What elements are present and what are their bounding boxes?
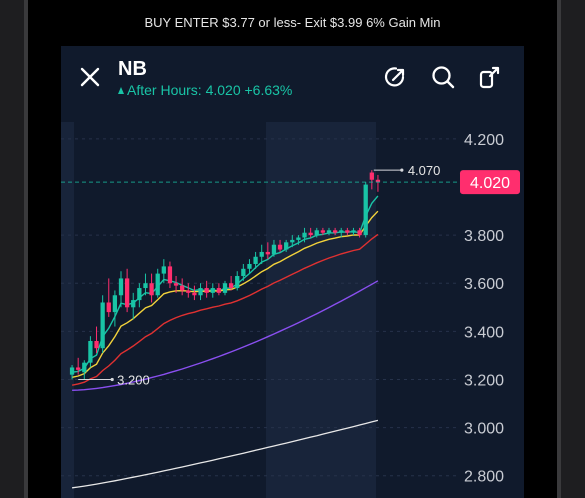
last-price-badge [460, 170, 520, 195]
ticker-symbol: NB [118, 58, 147, 80]
candle-body [69, 367, 75, 375]
candle-body [247, 263, 252, 269]
candle-body [369, 172, 374, 180]
candle-body [192, 292, 197, 296]
candle-body [198, 288, 203, 296]
candle-body [326, 230, 332, 233]
candle-body [339, 230, 344, 233]
ma-purple-line [72, 280, 379, 391]
candle-body [222, 283, 228, 293]
y-tick-label: 3.200 [464, 372, 504, 389]
candle-body [253, 256, 258, 264]
low-value-label: 3.200 [117, 372, 150, 387]
candle-body [345, 230, 350, 233]
candle-body [167, 266, 173, 284]
y-tick-label: 4.200 [464, 132, 504, 149]
candle-body [235, 276, 240, 289]
candle-body [106, 302, 111, 313]
candle-body [216, 288, 222, 293]
last-price-label: 4.020 [470, 175, 510, 192]
price-chart[interactable]: 4.200 3.800 3.600 3.400 3.200 3.000 2.800 4.020… [61, 46, 524, 498]
candle-body [149, 283, 154, 296]
candle-body [112, 295, 118, 313]
premarket-shade [61, 122, 74, 498]
candle-body [118, 278, 124, 296]
candle-body [290, 239, 295, 243]
candle-body [143, 283, 148, 289]
candle-body [277, 244, 283, 250]
y-tick-label: 3.600 [464, 276, 504, 293]
candle-body [363, 184, 368, 236]
candle-body [375, 179, 381, 183]
ema-slow-line [71, 233, 379, 386]
candle-body [228, 283, 234, 289]
chart-panel: 4.200 3.800 3.600 3.400 3.200 3.000 2.800 4.020… [61, 46, 524, 498]
candle-body [155, 273, 160, 296]
low-marker-dot [110, 377, 114, 382]
afterhours-shade [266, 122, 376, 498]
draw-icon[interactable] [383, 64, 409, 90]
close-icon[interactable] [79, 66, 101, 88]
candle-body [137, 288, 142, 301]
candle-body [308, 232, 313, 236]
y-tick-label: 3.400 [464, 324, 504, 341]
candle-body [296, 237, 301, 240]
candle-body [76, 367, 81, 370]
candle-body [302, 232, 307, 238]
candle-body [124, 278, 130, 308]
candle-body [332, 230, 338, 233]
candle-body [259, 251, 264, 257]
candle-body [100, 302, 105, 349]
candle-body [314, 230, 319, 236]
after-hours-quote: After Hours: 4.020 +6.63% [118, 82, 292, 98]
candle-body [284, 242, 289, 250]
after-hours-text: After Hours: 4.020 +6.63% [127, 82, 293, 98]
caption-text: BUY ENTER $3.77 or less- Exit $3.99 6% G… [28, 0, 557, 46]
candle-body [210, 288, 215, 293]
y-tick-label: 3.800 [464, 228, 504, 245]
chart-header: NB After Hours: 4.020 +6.63% [61, 46, 524, 108]
right-frame [557, 0, 585, 498]
candle-body [88, 340, 93, 363]
candle-body [173, 283, 179, 286]
ma-white-line [72, 419, 379, 489]
high-value-label: 4.070 [408, 163, 441, 178]
candle-body [351, 230, 356, 233]
up-arrow-icon [118, 87, 124, 94]
high-marker-dot [400, 168, 404, 172]
candle-body [131, 300, 136, 308]
candle-body [186, 290, 191, 293]
candle-body [241, 268, 246, 277]
share-icon[interactable] [477, 64, 503, 90]
left-frame [0, 0, 28, 498]
y-tick-label: 3.000 [464, 421, 504, 438]
candle-body [82, 362, 87, 373]
candle-body [357, 230, 362, 236]
candle-body [320, 230, 326, 233]
candle-body [180, 285, 185, 291]
candle-body [161, 266, 166, 274]
y-tick-label: 2.800 [464, 469, 504, 486]
search-icon[interactable] [430, 64, 456, 90]
candle-body [204, 288, 209, 293]
candle-body [271, 244, 277, 255]
candle-body [94, 340, 99, 349]
candle-body [265, 251, 270, 255]
